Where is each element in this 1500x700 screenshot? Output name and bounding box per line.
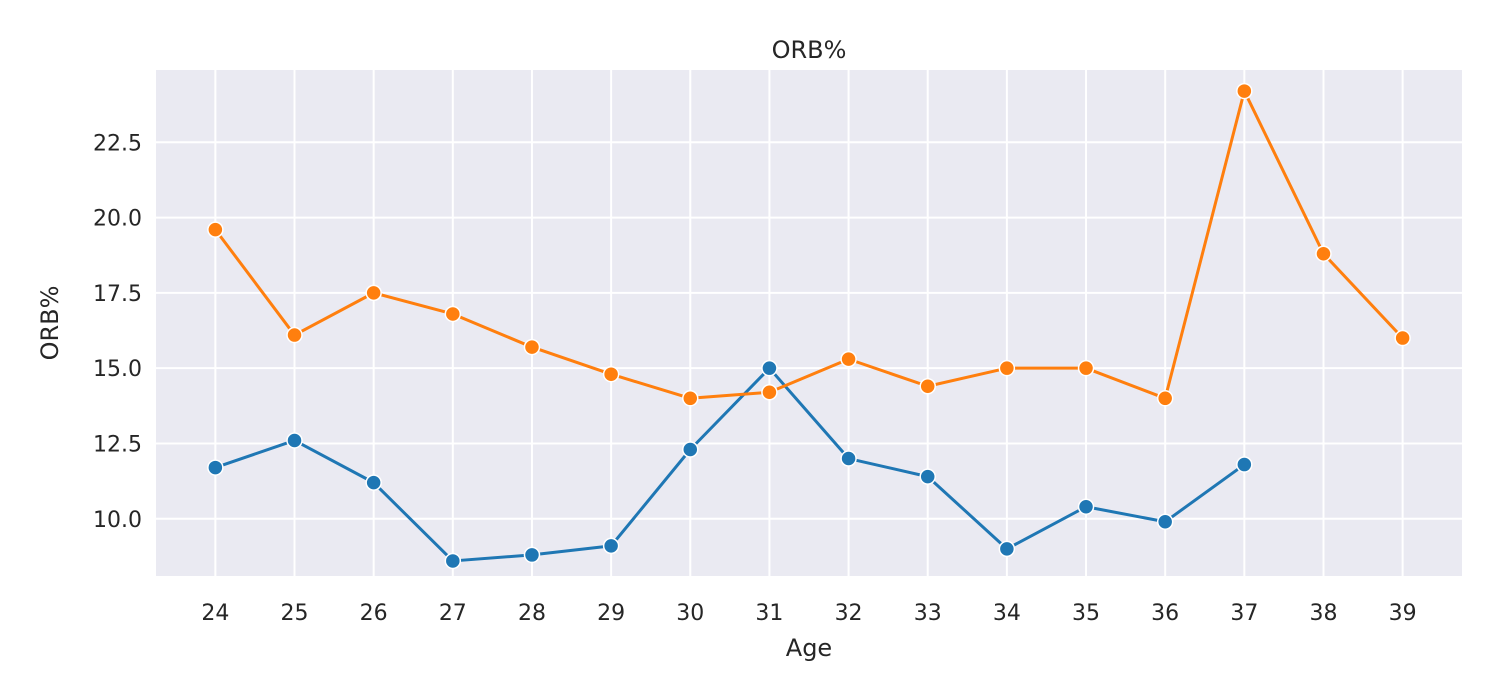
data-point [444, 552, 462, 570]
data-point [523, 338, 541, 356]
y-tick-label: 15.0 [93, 357, 142, 382]
y-axis-title: ORB% [36, 286, 64, 361]
data-point [840, 350, 857, 368]
data-point [761, 359, 778, 377]
data-point [998, 540, 1016, 558]
data-point [365, 284, 382, 302]
x-tick-label: 39 [1389, 601, 1417, 626]
data-point [286, 432, 303, 449]
data-point [602, 537, 620, 555]
data-point [1077, 359, 1095, 377]
x-tick-label: 32 [835, 601, 863, 626]
data-point [602, 365, 620, 383]
x-tick-label: 37 [1230, 601, 1258, 626]
x-axis-title: Age [786, 634, 832, 662]
data-point [840, 450, 857, 467]
data-point [919, 468, 936, 485]
data-point [998, 359, 1016, 377]
data-point [1236, 82, 1253, 100]
data-point [919, 378, 936, 395]
data-point [1156, 513, 1174, 531]
x-tick-label: 31 [755, 601, 783, 626]
y-tick-label: 22.5 [93, 131, 142, 156]
x-tick-label: 29 [597, 601, 625, 626]
data-point [523, 546, 541, 564]
data-point [682, 441, 699, 458]
chart-title: ORB% [772, 36, 847, 64]
x-tick-label: 26 [360, 601, 388, 626]
data-point [1236, 456, 1253, 473]
data-point [365, 474, 382, 491]
x-tick-label: 34 [993, 601, 1021, 626]
data-point [682, 390, 699, 407]
plot-area [156, 70, 1462, 576]
y-tick-label: 17.5 [93, 282, 142, 307]
series-1 [207, 359, 1253, 570]
data-point [1394, 329, 1411, 347]
data-point [1315, 245, 1332, 262]
data-point [1077, 498, 1095, 515]
series-line [213, 89, 1405, 400]
data-point [207, 221, 224, 238]
x-tick-label: 33 [914, 601, 942, 626]
y-tick-label: 12.5 [93, 432, 142, 457]
x-tick-label: 35 [1072, 601, 1100, 626]
data-point [286, 326, 303, 344]
series-2 [207, 82, 1411, 407]
series-line [213, 366, 1246, 563]
data-point [444, 305, 462, 323]
grid-lines [156, 70, 1462, 576]
x-tick-label: 30 [676, 601, 704, 626]
data-point [207, 459, 224, 476]
y-tick-label: 20.0 [93, 207, 142, 232]
tick-labels: 24 25 26 27 28 29 30 31 32 33 34 35 36 37 38 39 10.0 12.5… [93, 131, 1417, 626]
x-tick-label: 36 [1151, 601, 1179, 626]
series-layer [207, 82, 1411, 570]
x-tick-label: 24 [201, 601, 229, 626]
y-tick-label: 10.0 [93, 508, 142, 533]
x-tick-label: 28 [518, 601, 546, 626]
x-tick-label: 38 [1309, 601, 1337, 626]
data-point [1156, 390, 1174, 407]
x-tick-label: 25 [281, 601, 309, 626]
x-tick-label: 27 [439, 601, 467, 626]
data-point [761, 384, 778, 401]
